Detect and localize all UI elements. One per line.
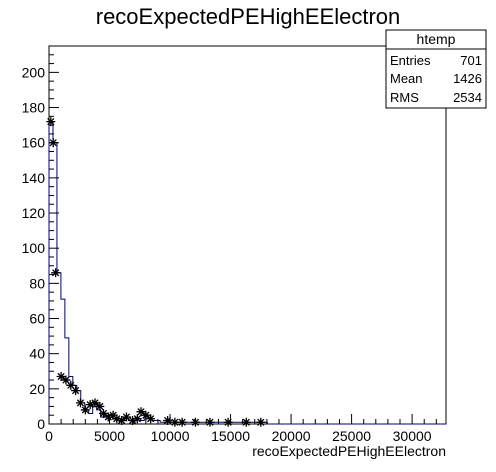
plot-area: 0 20 40 60 80 100 120 140 160 180 200 0 5000 10000 150… [22,45,447,444]
y-tick-label: 120 [22,205,46,221]
data-point [163,415,173,425]
data-point [66,380,76,390]
data-point [98,408,108,418]
data-point [103,412,113,422]
data-point [85,400,95,410]
data-point [141,410,151,420]
x-tick-label: 30000 [393,428,432,444]
data-point [46,117,56,127]
y-tick-label: 60 [29,311,45,327]
y-tick-label: 0 [37,416,45,432]
x-tick-label: 0 [45,428,53,444]
y-tick-label: 160 [22,135,46,151]
y-tick-label: 140 [22,170,46,186]
data-point [205,417,215,427]
data-point [136,407,146,417]
stats-mean-value: 1426 [453,71,482,86]
y-tick-label: 20 [29,381,45,397]
stats-entries-value: 701 [460,53,482,68]
data-point [177,417,187,427]
data-point [108,410,118,420]
chart-title: recoExpectedPEHighEElectron [96,4,401,29]
stats-box-frame [385,29,487,109]
data-point [56,372,66,382]
data-point [256,417,266,427]
x-axis-label: recoExpectedPEHighEElectron [252,443,446,459]
data-point [128,415,138,425]
x-tick-label: 15000 [211,428,250,444]
y-tick-label: 100 [22,240,46,256]
data-point [112,414,122,424]
data-point [71,386,81,396]
y-tick-label: 200 [22,64,46,80]
data-point [223,417,233,427]
data-point [117,415,127,425]
x-tick-label: 5000 [94,428,125,444]
stats-box: htemp Entries 701 Mean 1426 RMS 2534 [385,29,487,109]
x-tick-label: 20000 [272,428,311,444]
data-point [90,398,100,408]
data-point [75,398,85,408]
stats-mean-label: Mean [390,71,423,86]
y-tick-label: 180 [22,100,46,116]
data-point [241,417,251,427]
x-tick-label: 10000 [151,428,190,444]
stats-entries-label: Entries [390,53,431,68]
data-point [80,405,90,415]
stats-title: htemp [417,31,456,47]
data-point [190,417,200,427]
data-point [146,414,156,424]
data-point [51,268,61,278]
y-tick-label: 80 [29,275,45,291]
data-point [61,375,71,385]
data-point [48,138,58,148]
data-point [121,412,131,422]
stats-rms-value: 2534 [453,90,482,105]
y-tick-label: 40 [29,346,45,362]
histogram-line [48,121,446,425]
data-point [170,417,180,427]
stats-rms-label: RMS [390,90,419,105]
x-tick-label: 25000 [332,428,371,444]
data-point [95,401,105,411]
data-point [132,414,142,424]
